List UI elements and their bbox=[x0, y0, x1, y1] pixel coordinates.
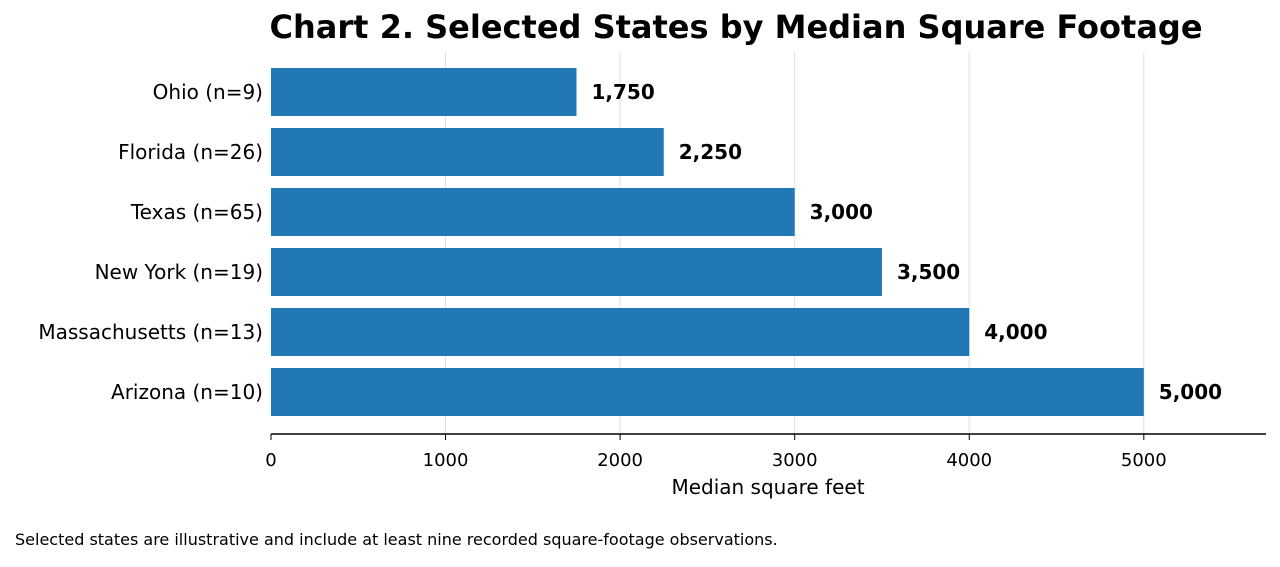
value-label: 2,250 bbox=[679, 140, 742, 164]
bars bbox=[271, 68, 1144, 416]
value-label: 4,000 bbox=[984, 320, 1047, 344]
x-tick-label: 1000 bbox=[423, 450, 469, 471]
x-tick-label: 2000 bbox=[597, 450, 643, 471]
value-labels: 1,750 2,250 3,000 3,500 4,000 5,000 bbox=[591, 80, 1222, 404]
category-label: Massachusetts (n=13) bbox=[38, 320, 263, 344]
value-label: 1,750 bbox=[591, 80, 654, 104]
value-label: 5,000 bbox=[1159, 380, 1222, 404]
category-label: Arizona (n=10) bbox=[111, 380, 263, 404]
chart-title: Chart 2. Selected States by Median Squar… bbox=[269, 8, 1202, 46]
x-tick-label: 3000 bbox=[772, 450, 818, 471]
bar bbox=[271, 128, 664, 176]
value-label: 3,000 bbox=[810, 200, 873, 224]
category-label: Ohio (n=9) bbox=[153, 80, 263, 104]
footnote: Selected states are illustrative and inc… bbox=[15, 530, 778, 549]
category-labels: Ohio (n=9) Florida (n=26) Texas (n=65) New … bbox=[38, 80, 263, 404]
category-label: Texas (n=65) bbox=[130, 200, 263, 224]
x-axis: 0 1000 2000 3000 4000 5000 bbox=[265, 433, 1266, 471]
x-tick-label: 4000 bbox=[946, 450, 992, 471]
x-axis-label: Median square feet bbox=[671, 475, 864, 499]
bar bbox=[271, 308, 970, 356]
bar bbox=[271, 188, 795, 236]
bar bbox=[271, 248, 882, 296]
bar bbox=[271, 368, 1144, 416]
category-label: Florida (n=26) bbox=[118, 140, 263, 164]
bar bbox=[271, 68, 577, 116]
category-label: New York (n=19) bbox=[95, 260, 263, 284]
x-tick-label: 5000 bbox=[1121, 450, 1167, 471]
value-label: 3,500 bbox=[897, 260, 960, 284]
x-tick-label: 0 bbox=[265, 450, 276, 471]
